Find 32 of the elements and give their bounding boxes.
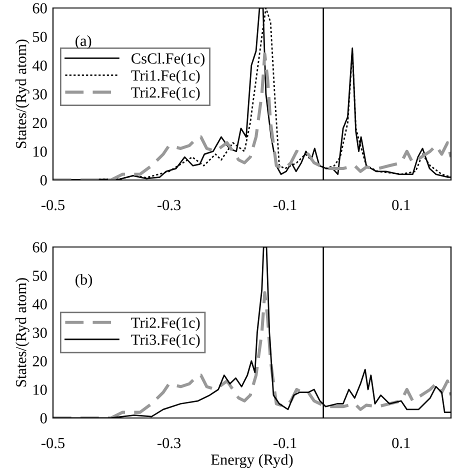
y-axis-title: States/(Ryd atom) [15,278,30,387]
y-tick-label: 50 [33,32,47,42]
legend-label: Tri2.Fe(1c) [131,317,200,331]
y-tick-label: 30 [32,328,47,338]
y-tick-label: 0 [40,413,47,424]
y-tick-label: 10 [34,384,47,395]
annotation: (b) [76,274,92,288]
x-tick-label: -0.1 [274,438,296,448]
x-tick-label: -0.3 [158,438,181,448]
legend-label: Tri2.Fe(1c) [131,86,200,101]
annotation: (a) [76,35,92,50]
x-tick-label: -0.1 [274,200,296,210]
x-tick-label: 0.1 [392,200,410,210]
legend-label: Tri1.Fe(1c) [131,70,200,84]
legend-label: CsCl.Fe(1c) [132,52,205,67]
y-tick-label: 50 [33,270,47,281]
x-tick-label: 0.1 [392,438,410,448]
x-tick-label: -0.3 [158,200,181,210]
y-tick-label: 60 [32,3,47,14]
y-tick-label: 20 [32,356,47,366]
y-tick-label: 60 [32,242,47,252]
legend-label: Tri3.Fe(1c) [131,334,200,348]
x-tick-label: -0.5 [41,200,64,210]
y-tick-label: 0 [40,175,47,186]
y-tick-label: 10 [34,146,47,157]
y-tick-label: 40 [32,60,47,71]
y-axis-title: States/(Ryd atom) [15,40,30,148]
y-tick-label: 30 [32,89,47,100]
x-axis-title: Energy (Ryd) [211,454,293,468]
y-tick-label: 20 [32,118,47,128]
y-tick-label: 40 [32,299,47,310]
x-tick-label: -0.5 [41,438,64,448]
